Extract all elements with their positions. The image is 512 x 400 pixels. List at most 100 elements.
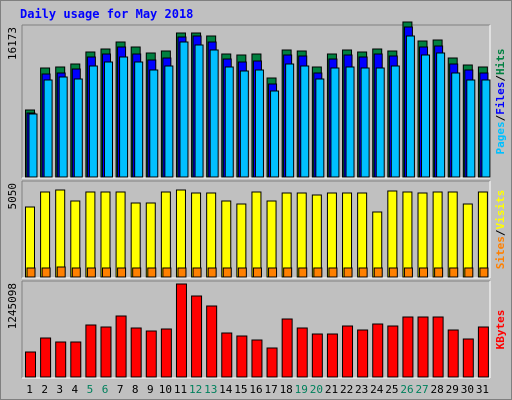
pages-bar	[73, 78, 83, 178]
pages-bar	[481, 79, 491, 178]
pages-bar	[375, 67, 385, 178]
pages-bar	[194, 44, 204, 178]
day-tick-label: 26	[400, 383, 413, 396]
chart-title: Daily usage for May 2018	[20, 7, 194, 21]
pages-bar	[239, 70, 249, 178]
pages-bar	[300, 65, 310, 178]
pages-bar	[28, 113, 38, 178]
kbytes-bar	[160, 328, 172, 378]
day-tick-label: 20	[310, 383, 323, 396]
visits-bar	[387, 190, 398, 278]
visits-bar	[130, 202, 141, 278]
kbytes-bar	[326, 333, 338, 378]
side-label-part: Pages	[494, 121, 507, 154]
sites-bar	[252, 267, 262, 278]
pages-bar	[360, 67, 370, 178]
kbytes-bar	[311, 333, 323, 378]
day-tick-label: 30	[461, 383, 474, 396]
kbytes-bar	[221, 332, 233, 378]
kbytes-bar	[462, 338, 474, 378]
sites-bar	[86, 267, 96, 278]
pages-bar	[103, 61, 113, 178]
day-tick-label: 18	[280, 383, 293, 396]
day-tick-label: 27	[415, 383, 428, 396]
visits-bar	[175, 189, 186, 278]
traffic-side-label: Pages/Files/Hits	[494, 49, 507, 155]
side-label-part: Visits	[494, 190, 507, 230]
visits-bar	[281, 192, 292, 278]
kbytes-bar	[145, 330, 157, 378]
visits-bar	[85, 191, 96, 278]
side-label-part: /	[494, 229, 507, 236]
pages-bar	[119, 56, 129, 178]
kbytes-bar	[100, 326, 112, 378]
day-tick-label: 2	[41, 383, 48, 396]
sites-bar	[237, 267, 247, 278]
visits-bar	[55, 189, 66, 278]
visits-bar	[326, 192, 337, 278]
pages-bar	[209, 49, 219, 178]
pages-bar	[315, 78, 325, 178]
pages-bar	[58, 76, 68, 178]
kbytes-bar	[25, 351, 36, 378]
sites-bar	[56, 266, 66, 278]
pages-bar	[224, 66, 234, 178]
sites-bar	[283, 267, 293, 278]
kbytes-bar	[236, 335, 248, 378]
sites-bar	[298, 267, 308, 278]
kbytes-bar	[206, 305, 218, 378]
kbytes-bar	[266, 347, 278, 378]
day-tick-label: 6	[102, 383, 109, 396]
pages-bar	[88, 65, 98, 178]
pages-bar	[451, 72, 461, 178]
day-tick-label: 7	[117, 383, 124, 396]
day-tick-label: 10	[159, 383, 172, 396]
day-tick-label: 11	[174, 383, 187, 396]
sites-bar	[328, 267, 338, 278]
visits-side-label: Sites/Visits	[494, 190, 507, 270]
day-tick-label: 21	[325, 383, 338, 396]
day-tick-label: 31	[476, 383, 489, 396]
kbytes-ymax-label: 1245098	[6, 283, 19, 329]
side-label-part: Files	[494, 82, 507, 115]
sites-bar	[464, 267, 474, 278]
day-tick-label: 25	[385, 383, 398, 396]
visits-bar	[462, 203, 473, 278]
visits-bar	[251, 191, 262, 278]
sites-bar	[162, 267, 172, 278]
sites-bar	[373, 267, 383, 278]
kbytes-side-label: KBytes	[494, 310, 507, 350]
visits-bar	[40, 191, 51, 278]
sites-bar	[147, 267, 157, 278]
day-tick-label: 16	[249, 383, 262, 396]
sites-bar	[26, 267, 36, 278]
sites-bar	[222, 267, 232, 278]
pages-bar	[254, 69, 264, 178]
visits-bar	[266, 200, 277, 278]
day-tick-label: 28	[431, 383, 444, 396]
kbytes-bar	[115, 315, 127, 378]
visits-bar	[206, 192, 217, 278]
visits-bar	[311, 194, 322, 278]
kbytes-bar	[447, 329, 459, 378]
pages-bar	[285, 63, 295, 178]
pages-bar	[43, 79, 53, 178]
sites-bar	[358, 267, 368, 278]
day-tick-label: 9	[147, 383, 154, 396]
day-tick-label: 4	[72, 383, 79, 396]
day-tick-label: 15	[234, 383, 247, 396]
day-tick-label: 1	[26, 383, 33, 396]
sites-bar	[132, 267, 142, 278]
visits-bar	[402, 191, 413, 278]
visits-bar	[221, 200, 232, 278]
sites-bar	[192, 267, 202, 278]
visits-bar	[372, 211, 383, 278]
side-label-part: Hits	[494, 49, 507, 76]
kbytes-bar	[85, 324, 97, 378]
visits-ymax-label: 5050	[6, 183, 19, 210]
pages-bar	[330, 67, 340, 178]
pages-bar	[134, 61, 144, 178]
day-tick-label: 14	[219, 383, 233, 396]
side-label-part: Sites	[494, 236, 507, 269]
pages-bar	[345, 66, 355, 178]
